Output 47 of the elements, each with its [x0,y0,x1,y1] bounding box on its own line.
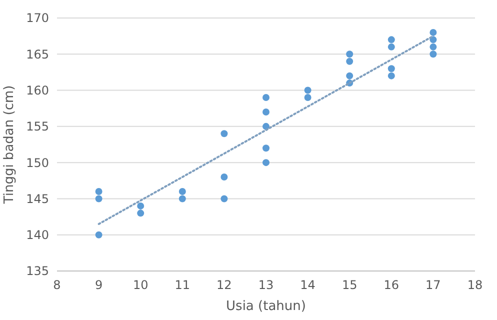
y-tick-label: 135 [26,264,49,278]
y-tick-label: 145 [26,192,49,206]
point [304,94,312,102]
y-tick-label: 165 [26,47,49,62]
point [137,202,144,210]
y-tick-label: 155 [26,120,49,134]
x-axis-title: Usia (tahun) [226,299,306,314]
y-axis-title: Tinggi badan (cm) [2,85,17,205]
x-tick-label: 11 [174,278,190,292]
x-tick-label: 14 [300,278,316,292]
point [220,195,228,202]
y-tick-label: 140 [26,228,49,242]
point [262,94,270,102]
point [178,188,186,195]
point [304,86,312,94]
point [430,28,437,36]
point [388,72,395,80]
x-tick-label: 18 [467,278,483,292]
point [137,210,144,217]
x-tick-label: 17 [426,278,441,292]
y-tick-label: 170 [26,11,49,26]
point [346,58,354,65]
y-tick-label: 160 [26,83,49,98]
point [95,188,102,195]
point [346,72,354,80]
point [95,231,102,238]
y-tick-label: 150 [26,156,49,170]
point [95,195,102,202]
point [262,108,270,116]
point [262,144,270,152]
x-tick-label: 15 [342,278,358,292]
point [388,36,395,44]
x-tick-label: 10 [132,278,148,292]
x-tick-label: 9 [94,278,103,292]
point [430,50,437,58]
point [346,50,354,58]
point [388,65,395,72]
x-tick-label: 12 [216,278,232,292]
point [430,43,437,50]
point [220,174,228,181]
point [262,159,270,166]
point [388,43,395,50]
x-tick-label: 8 [53,278,61,292]
x-tick-label: 13 [258,278,274,292]
x-tick-label: 16 [384,278,400,292]
point [220,130,228,138]
point [178,195,186,202]
